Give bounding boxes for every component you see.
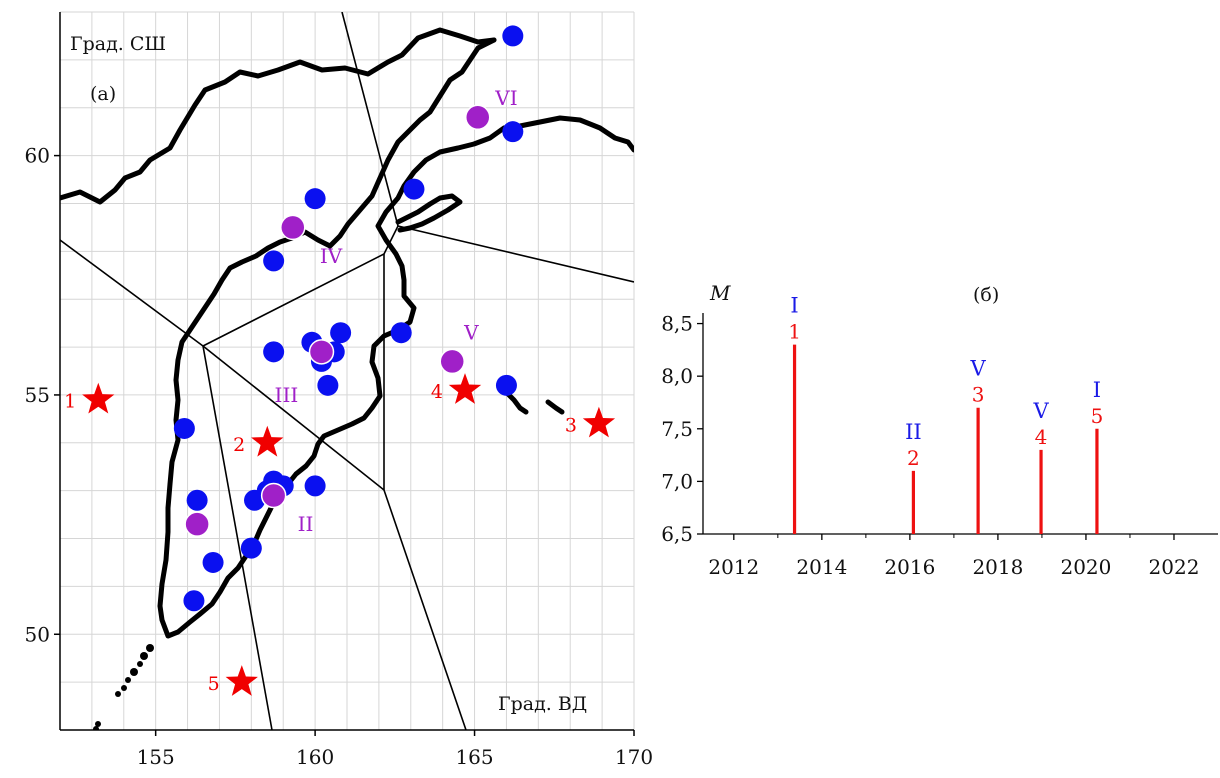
event-number-label: 2	[233, 434, 245, 456]
event-region-label: V	[1032, 399, 1049, 423]
earthquake-marker	[263, 341, 285, 363]
earthquake-marker	[173, 417, 195, 439]
event-region-label: I	[1093, 378, 1101, 402]
bar-x-tick-label: 2022	[1149, 555, 1200, 579]
earthquake-marker	[317, 374, 339, 396]
event-number-label: 2	[907, 446, 920, 470]
bar-x-tick-label: 2014	[796, 555, 847, 579]
x-tick-label: 165	[455, 745, 493, 769]
bar-y-tick-label: 8,0	[661, 364, 693, 388]
region-boundaries	[60, 12, 634, 730]
region-label: VI	[494, 86, 517, 110]
earthquake-marker	[502, 25, 524, 47]
bar-y-tick-label: 7,5	[661, 417, 693, 441]
earthquake-marker	[183, 590, 205, 612]
event-number-label: 1	[64, 391, 76, 413]
aftershock-region-marker	[439, 348, 465, 375]
earthquake-marker	[390, 322, 412, 344]
kuril-islands	[93, 644, 154, 730]
x-tick-label: 155	[137, 745, 175, 769]
major-event-star	[82, 382, 115, 414]
y-tick-label: 50	[25, 622, 50, 646]
event-region-label: I	[790, 294, 798, 318]
major-event-star	[225, 665, 258, 696]
region-label: II	[298, 512, 314, 536]
event-number-label: 5	[1091, 404, 1104, 428]
major-event-star	[448, 373, 482, 404]
bar-panel-label: (б)	[973, 284, 999, 306]
bar-y-tick-label: 6,5	[661, 522, 693, 546]
region-label: III	[275, 383, 299, 407]
major-event-star	[251, 425, 284, 457]
event-number-label: 4	[431, 381, 443, 403]
event-number-label: 4	[1035, 425, 1048, 449]
map-panel: 1 2 3 4 5 VI IV III V II 155 160 165 170 50 55 60 Град.…	[25, 11, 654, 769]
bar-y-tick-label: 7,0	[661, 469, 693, 493]
event-number-label: 5	[208, 673, 220, 695]
aftershock-region-marker	[280, 214, 306, 241]
map-ylabel: Град. СШ	[70, 33, 166, 55]
bar-ylabel: M	[709, 281, 731, 305]
aftershock-region-marker	[260, 482, 287, 509]
y-tick-label: 55	[25, 383, 50, 407]
aftershock-region-marker	[184, 511, 210, 537]
earthquake-marker	[263, 250, 285, 272]
bar-axes: 6,5 7,0 7,5 8,0 8,5 2012 2014 2016 2018 2020 2022	[661, 312, 1218, 579]
event-number-label: 1	[788, 320, 801, 344]
earthquake-marker	[502, 121, 524, 143]
event-number-label: 3	[565, 415, 577, 437]
bar-x-tick-label: 2020	[1060, 555, 1111, 579]
major-event-star	[582, 406, 616, 438]
aftershock-region-marker	[464, 104, 491, 131]
earthquake-marker	[330, 322, 352, 344]
earthquake-marker	[495, 374, 517, 396]
event-region-label: V	[970, 357, 987, 381]
bar-x-tick-label: 2012	[708, 555, 759, 579]
earthquake-marker	[186, 489, 208, 511]
earthquake-marker	[403, 178, 425, 200]
bar-x-tick-label: 2016	[884, 555, 935, 579]
x-tick-label: 160	[296, 745, 334, 769]
event-number-label: 3	[972, 383, 985, 407]
map-points: 1 2 3 4 5 VI IV III V II	[64, 25, 616, 696]
region-label: IV	[320, 244, 343, 268]
bar-x-tick-label: 2018	[972, 555, 1023, 579]
map-xlabel: Град. ВД	[498, 693, 587, 715]
earthquake-marker	[202, 551, 224, 573]
x-tick-label: 170	[615, 745, 653, 769]
map-ticks: 155 160 165 170 50 55 60	[25, 144, 654, 769]
event-region-label: II	[905, 420, 922, 444]
bar-y-tick-label: 8,5	[661, 312, 693, 336]
aftershock-region-marker	[308, 339, 335, 365]
earthquake-marker	[304, 475, 326, 497]
y-tick-label: 60	[25, 144, 50, 168]
earthquake-marker	[304, 188, 326, 210]
earthquake-marker	[240, 537, 262, 559]
map-panel-label: (а)	[90, 83, 116, 105]
region-label: V	[463, 321, 479, 345]
